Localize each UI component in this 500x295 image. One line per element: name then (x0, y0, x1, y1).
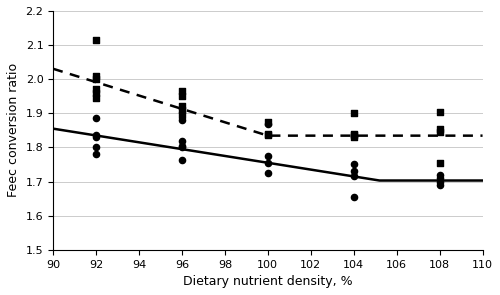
Point (264, 119, 272, 124)
Point (178, 113, 186, 117)
Point (178, 118, 186, 122)
Point (92, 96, 100, 100)
Point (436, 130, 444, 135)
Point (92, 135, 100, 140)
Point (178, 145, 186, 150)
X-axis label: Dietary nutrient density, %: Dietary nutrient density, % (183, 275, 352, 288)
Point (350, 162, 358, 167)
Point (264, 121, 272, 126)
Point (178, 158, 186, 163)
Point (264, 133, 272, 138)
Point (92, 87, 100, 92)
Point (350, 135, 358, 140)
Point (436, 160, 444, 165)
Point (178, 138, 186, 143)
Point (92, 116, 100, 121)
Point (92, 91, 100, 95)
Point (350, 111, 358, 116)
Point (92, 37, 100, 42)
Point (92, 77, 100, 81)
Point (92, 73, 100, 78)
Point (178, 94, 186, 99)
Point (350, 169, 358, 174)
Point (264, 154, 272, 158)
Point (92, 145, 100, 150)
Point (436, 172, 444, 177)
Point (350, 131, 358, 136)
Point (178, 143, 186, 148)
Point (350, 133, 358, 138)
Point (436, 126, 444, 131)
Point (92, 152, 100, 157)
Point (350, 194, 358, 199)
Point (436, 109, 444, 114)
Point (436, 183, 444, 187)
Point (436, 179, 444, 184)
Point (264, 160, 272, 165)
Point (92, 133, 100, 138)
Point (178, 89, 186, 94)
Point (178, 104, 186, 109)
Point (264, 171, 272, 175)
Point (264, 131, 272, 136)
Point (178, 108, 186, 112)
Y-axis label: Feec conversion ratio: Feec conversion ratio (7, 63, 20, 197)
Point (436, 176, 444, 181)
Point (350, 174, 358, 179)
